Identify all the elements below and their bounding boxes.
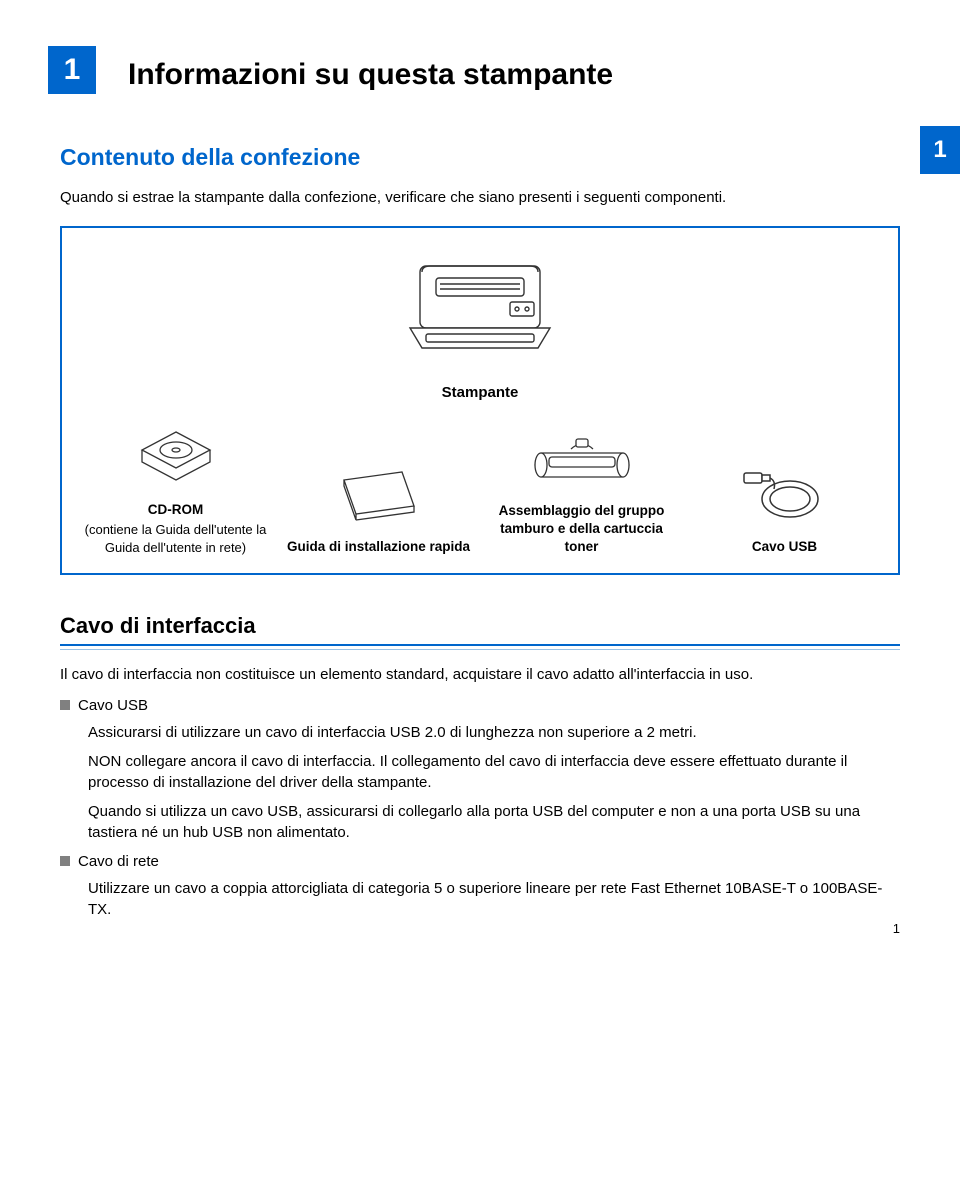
chapter-number-badge: 1 [48,46,96,94]
bullet-para: Assicurarsi di utilizzare un cavo di int… [88,722,900,743]
toner-icon [527,424,637,494]
cdrom-icon [136,423,216,493]
package-item-toner: Assemblaggio del gruppo tamburo e della … [488,424,675,557]
package-item-usb: Cavo USB [691,460,878,556]
bullet-para: Quando si utilizza un cavo USB, assicura… [88,801,900,843]
usb-cable-icon [740,460,830,530]
section-title: Contenuto della confezione [60,141,900,173]
subsection-intro: Il cavo di interfaccia non costituisce u… [60,664,900,685]
guide-icon [334,460,424,530]
bullet-square-icon [60,700,70,710]
bullet-usb: Cavo USB Assicurarsi di utilizzare un ca… [60,695,900,843]
item-label: Cavo USB [752,538,817,556]
bullet-network: Cavo di rete Utilizzare un cavo a coppia… [60,851,900,920]
bullet-square-icon [60,856,70,866]
package-contents-box: Stampante CD-ROM (contiene la Guida de [60,226,900,574]
page-number: 1 [893,920,900,938]
printer-illustration [82,246,878,372]
section-intro: Quando si estrae la stampante dalla conf… [60,187,900,208]
item-label: Guida di installazione rapida [287,538,470,556]
item-sublabel: (contiene la Guida dell'utente la Guida … [82,521,269,556]
package-item-cdrom: CD-ROM (contiene la Guida dell'utente la… [82,423,269,556]
bullet-head-label: Cavo USB [78,695,148,716]
chapter-title: Informazioni su questa stampante [128,54,900,96]
package-items-row: CD-ROM (contiene la Guida dell'utente la… [82,423,878,556]
package-item-guide: Guida di installazione rapida [285,460,472,556]
chapter-side-tab: 1 [920,126,960,174]
bullet-head-label: Cavo di rete [78,851,159,872]
subsection-divider [60,649,900,650]
printer-label: Stampante [82,382,878,403]
subsection-title: Cavo di interfaccia [60,611,900,647]
bullet-para: NON collegare ancora il cavo di interfac… [88,751,900,793]
item-label: Assemblaggio del gruppo tamburo e della … [488,502,675,557]
item-label: CD-ROM [148,501,204,519]
bullet-para: Utilizzare un cavo a coppia attorcigliat… [88,878,900,920]
